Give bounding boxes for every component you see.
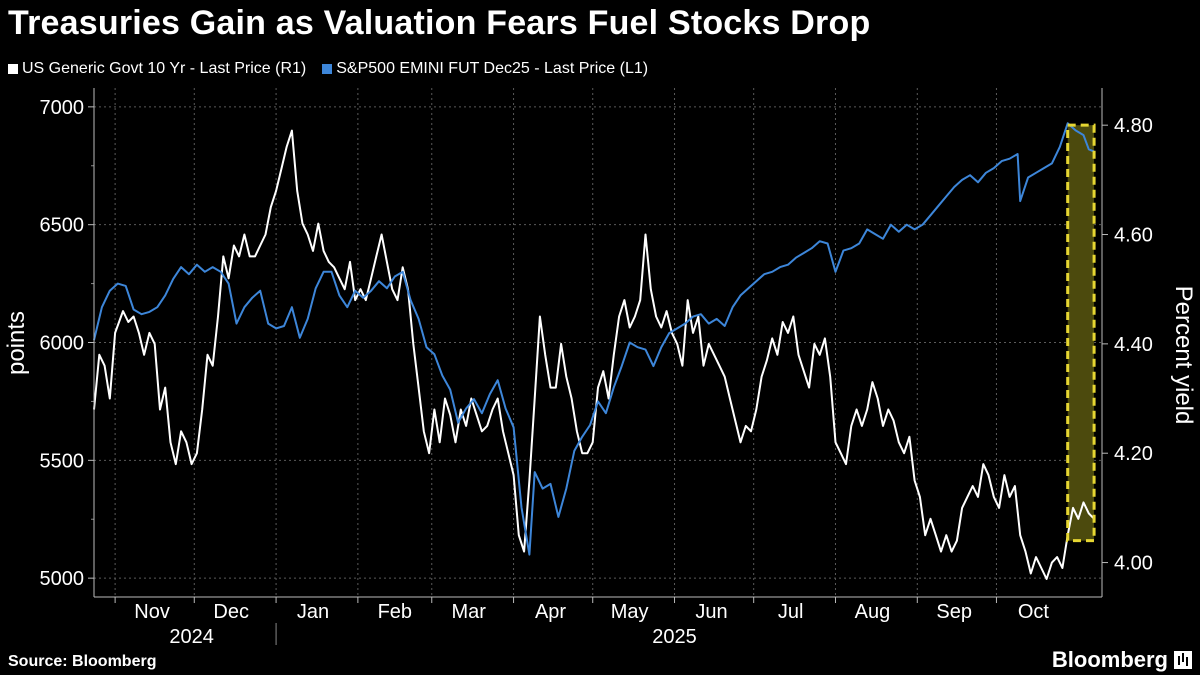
page-title: Treasuries Gain as Valuation Fears Fuel … bbox=[8, 4, 871, 42]
x-tick-label-aug: Aug bbox=[855, 601, 891, 623]
axes: 5000 5500 6000 6500 7000 4.00 4.20 4.40 4.60 4.80… bbox=[40, 88, 1153, 648]
x-tick-label-jun: Jun bbox=[695, 601, 727, 623]
legend-swatch-us-10yr bbox=[8, 64, 18, 74]
left-tick-label-4: 7000 bbox=[40, 97, 85, 119]
highlight-box bbox=[1067, 125, 1095, 541]
x-tick-label-oct: Oct bbox=[1018, 601, 1050, 623]
right-tick-label-0: 4.00 bbox=[1114, 553, 1153, 575]
brand-logo: Bloomberg bbox=[1052, 647, 1192, 673]
x-tick-label-sep: Sep bbox=[936, 601, 972, 623]
source-note: Source: Bloomberg bbox=[8, 653, 157, 670]
x-tick-label-feb: Feb bbox=[378, 601, 412, 623]
legend-item-us-10yr: US Generic Govt 10 Yr - Last Price (R1) bbox=[8, 60, 306, 78]
legend-item-sp500: S&P500 EMINI FUT Dec25 - Last Price (L1) bbox=[322, 60, 648, 78]
chart-legend: US Generic Govt 10 Yr - Last Price (R1) … bbox=[8, 60, 648, 78]
series-line-sp500 bbox=[93, 122, 1095, 556]
x-tick-label-may: May bbox=[611, 601, 649, 623]
brand-name: Bloomberg bbox=[1051, 647, 1168, 672]
x-tick-label-jan: Jan bbox=[297, 601, 329, 623]
left-axis-title: points bbox=[3, 311, 30, 375]
right-tick-label-2: 4.40 bbox=[1114, 334, 1153, 356]
x-tick-label-nov: Nov bbox=[134, 601, 170, 623]
left-tick-label-1: 5500 bbox=[40, 450, 85, 472]
right-tick-label-4: 4.80 bbox=[1114, 115, 1153, 137]
year-label-2025: 2025 bbox=[652, 626, 697, 648]
legend-label-sp500: S&P500 EMINI FUT Dec25 - Last Price (L1) bbox=[336, 60, 649, 77]
x-tick-label-mar: Mar bbox=[451, 601, 486, 623]
right-tick-label-1: 4.20 bbox=[1114, 443, 1153, 465]
left-tick-label-2: 6000 bbox=[40, 333, 85, 355]
year-label-2024: 2024 bbox=[169, 626, 214, 648]
grid-lines bbox=[94, 88, 1102, 597]
x-tick-label-apr: Apr bbox=[535, 601, 566, 623]
highlight-border bbox=[1066, 123, 1096, 543]
series-line-us-10yr bbox=[93, 129, 1095, 580]
legend-label-us-10yr: US Generic Govt 10 Yr - Last Price (R1) bbox=[22, 60, 307, 77]
bloomberg-icon bbox=[1174, 651, 1192, 669]
highlight-region bbox=[1067, 125, 1095, 541]
series-lines bbox=[93, 122, 1095, 580]
right-tick-label-3: 4.60 bbox=[1114, 225, 1153, 247]
x-tick-label-dec: Dec bbox=[213, 601, 249, 623]
x-tick-label-jul: Jul bbox=[778, 601, 804, 623]
right-axis-title: Percent yield bbox=[1170, 286, 1197, 425]
left-tick-label-0: 5000 bbox=[40, 568, 85, 590]
legend-swatch-sp500 bbox=[322, 64, 333, 74]
left-tick-label-3: 6500 bbox=[40, 215, 85, 237]
